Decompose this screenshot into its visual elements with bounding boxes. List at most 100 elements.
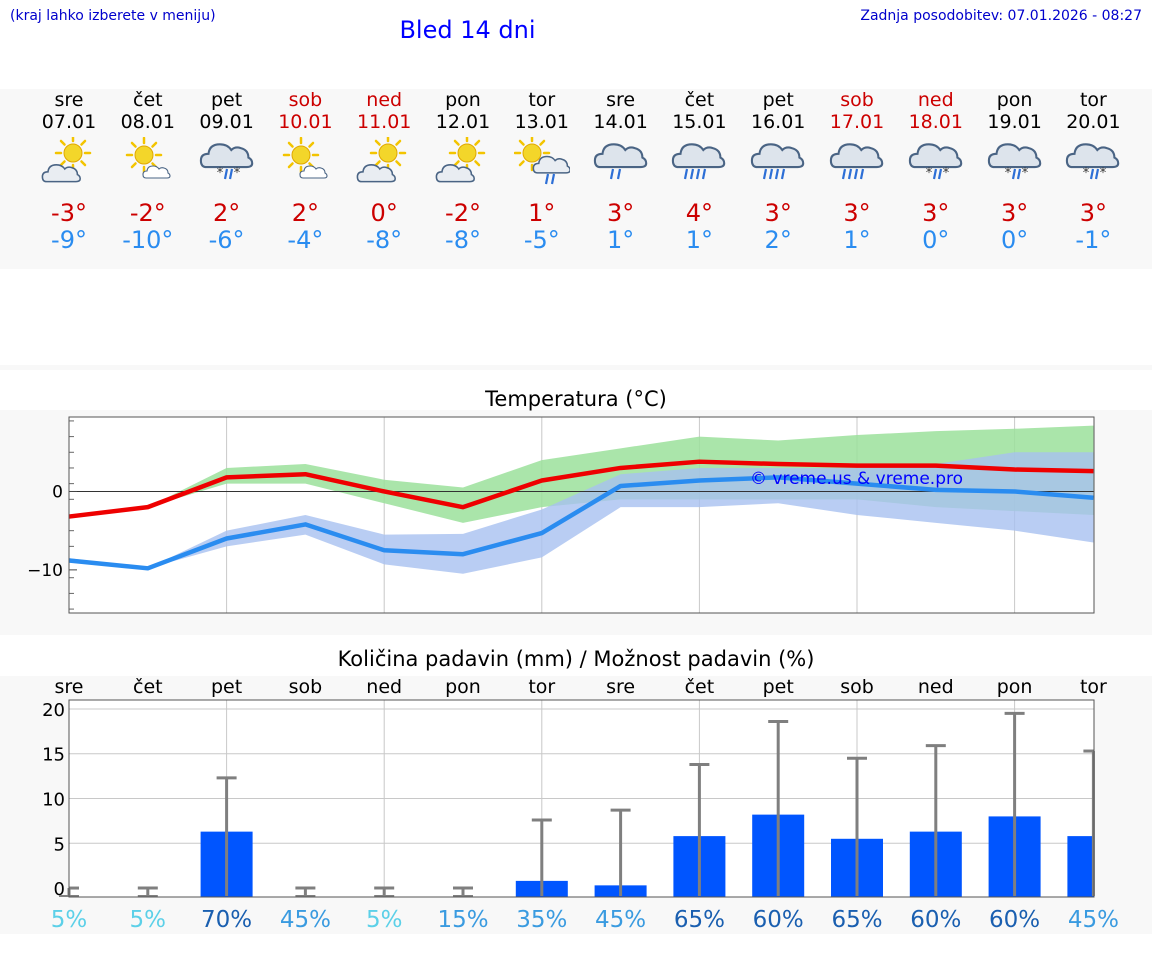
min-temp: 0° [922,226,950,254]
day-date: 11.01 [356,111,412,133]
svg-text:*: * [1004,166,1011,181]
precip-day-label: pon [997,676,1033,698]
precip-day-label: čet [133,676,163,698]
max-temp-line [68,459,1094,519]
precip-probability-label: 15% [437,907,488,933]
watermark-text: © vreme.us & vreme.pro [750,469,963,489]
day-date: 13.01 [514,111,569,133]
day-name: sre [54,89,84,111]
day-date: 19.01 [987,111,1042,133]
temp-y-tick-label: 0 [52,482,63,502]
precip-y-tick-label: 10 [42,790,65,811]
divider [0,365,1152,370]
min-temp: 1° [606,226,635,254]
max-temp: 3° [1079,199,1108,227]
max-temp: 3° [764,199,792,227]
min-temp: 1° [843,226,871,254]
min-temp: 1° [685,226,714,254]
svg-text:*: * [1083,166,1090,181]
day-date: 17.01 [829,111,885,133]
page-title: Bled 14 dni [399,16,536,44]
mostly-sunny-icon [283,137,328,179]
cloud-rain-icon [829,143,884,180]
precip-probability-label: 65% [674,907,725,933]
cloud-sleet-icon: * * [1066,143,1120,181]
cloud-sleet-icon: * * [199,143,253,181]
max-temp: -3° [51,199,87,227]
min-temp: -9° [51,226,87,254]
day-name: pon [445,89,481,111]
precip-probability-label: 5% [51,907,88,933]
min-temp: -10° [122,226,174,254]
min-temp: -1° [1075,226,1112,254]
last-update-text: Zadnja posodobitev: 07.01.2026 - 08:27 [860,8,1142,24]
cloud-sleet-icon: * * [987,143,1041,181]
precip-day-label: sre [606,676,635,698]
max-temp: 4° [685,199,714,227]
precipitation-chart-title: Količina padavin (mm) / Možnost padavin … [337,647,815,671]
precip-y-tick-label: 20 [42,700,65,721]
precip-probability-label: 60% [989,907,1040,933]
svg-text:*: * [1100,166,1107,181]
day-date: 16.01 [750,111,806,133]
svg-text:*: * [1021,166,1028,181]
day-date: 10.01 [278,111,333,133]
precip-day-label: sob [840,676,874,698]
day-name: pet [762,89,794,111]
precip-day-label: čet [685,676,715,698]
precip-day-label: tor [1080,676,1107,698]
day-date: 18.01 [908,111,963,133]
day-date: 07.01 [41,111,97,133]
day-name: sob [288,89,323,111]
min-temp: -4° [287,226,324,254]
max-temp: 2° [291,199,320,227]
max-temp: 2° [212,199,241,227]
day-date: 20.01 [1066,111,1121,133]
precip-probability-label: 5% [366,907,403,933]
precip-probability-label: 70% [201,907,252,933]
day-name: tor [1079,89,1107,111]
cloud-rain-light-icon [593,143,647,180]
precip-plot-frame [68,699,1095,898]
precip-probability-label: 5% [130,907,167,933]
precip-day-label: sob [289,676,323,698]
day-name: sre [606,89,636,111]
location-hint-link[interactable]: (kraj lahko izberete v meniju) [10,8,216,24]
max-temp: 3° [922,199,950,227]
cloud-rain-icon [751,143,805,180]
max-temp: 3° [1000,199,1029,227]
partly-cloudy-sun-icon [41,137,92,183]
max-temp: -2° [129,199,166,227]
day-name: tor [528,89,556,111]
precip-day-label: pet [211,676,242,698]
min-temp: 0° [1000,226,1029,254]
day-date: 15.01 [672,111,727,133]
day-name: ned [917,89,954,111]
precip-probability-label: 65% [831,907,882,933]
precip-y-tick-label: 0 [54,879,65,900]
day-date: 14.01 [593,111,648,133]
forecast-strip: sre 07.01 -3° -9° čet 08.01 -2° -10° pet 09.01 * * 2… [0,89,1152,269]
max-temp: 3° [843,199,871,227]
partly-cloudy-sun-icon [435,137,486,183]
max-temp: 0° [370,199,398,227]
day-name: čet [684,89,715,111]
precip-day-label: tor [528,676,555,698]
svg-text:*: * [943,166,950,181]
precip-y-tick-label: 5 [54,834,65,855]
cloud-rain-icon [672,143,726,180]
min-temp: 2° [764,226,792,254]
precip-day-label: ned [366,676,402,698]
cloud-sleet-icon: * * [908,143,963,181]
day-date: 09.01 [199,111,254,133]
min-temp: -5° [523,226,560,254]
precip-probability-label: 60% [753,907,804,933]
max-temp: 1° [528,199,556,227]
precip-probability-label: 45% [280,907,331,933]
svg-text:*: * [233,166,240,181]
day-name: pet [210,89,243,111]
temperature-chart-title: Temperatura (°C) [485,387,667,411]
day-name: čet [133,89,163,111]
